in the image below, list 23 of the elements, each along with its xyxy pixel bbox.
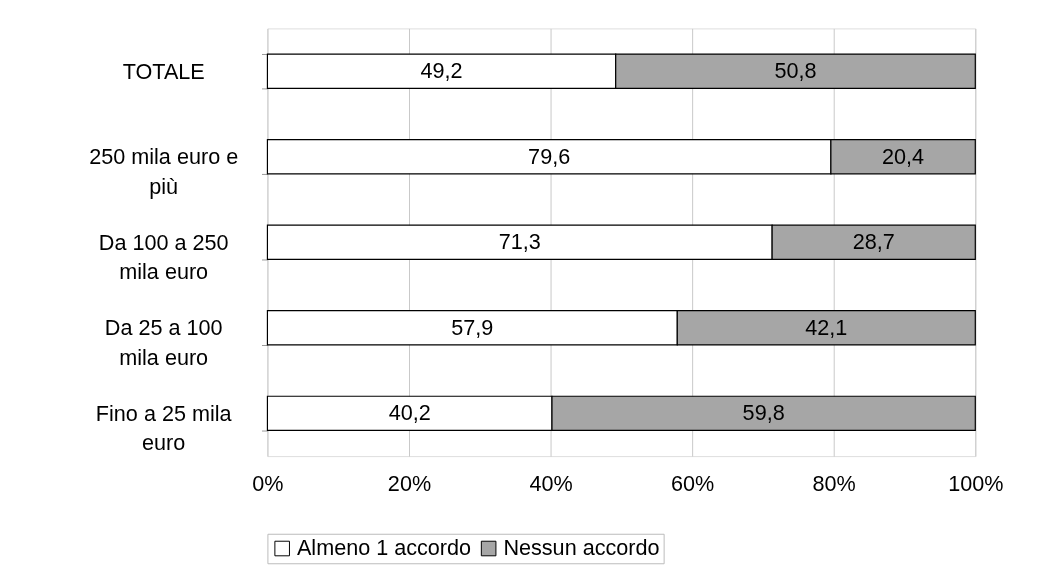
data-label: 71,3 (498, 229, 541, 255)
x-tick-label: 0% (252, 471, 284, 497)
y-tick-label: Da 25 a 100 mila euro (104, 315, 223, 370)
data-label: 20,4 (882, 143, 925, 169)
y-tick-label: Da 100 a 250 mila euro (98, 229, 229, 285)
x-tick-label: 100% (948, 471, 1004, 497)
y-tick-label: Fino a 25 mila euro (95, 400, 233, 456)
y-tick-label: 250 mila euro e più (89, 144, 239, 199)
data-label: 40,2 (388, 400, 431, 426)
y-tick-label: TOTALE (122, 58, 205, 84)
data-label: 28,7 (852, 229, 895, 255)
x-tick-label: 40% (529, 471, 573, 497)
data-label: 59,8 (742, 400, 785, 426)
data-label: 50,8 (774, 58, 817, 84)
x-tick-label: 80% (812, 471, 856, 497)
x-tick-label: 20% (387, 471, 432, 497)
data-label: 42,1 (805, 314, 848, 340)
legend-label: Almeno 1 accordo (296, 535, 472, 561)
x-tick-label: 60% (671, 471, 715, 497)
data-label: 49,2 (420, 58, 463, 84)
legend-label: Nessun accordo (503, 535, 660, 561)
data-label: 57,9 (451, 314, 494, 340)
data-label: 79,6 (528, 143, 571, 169)
